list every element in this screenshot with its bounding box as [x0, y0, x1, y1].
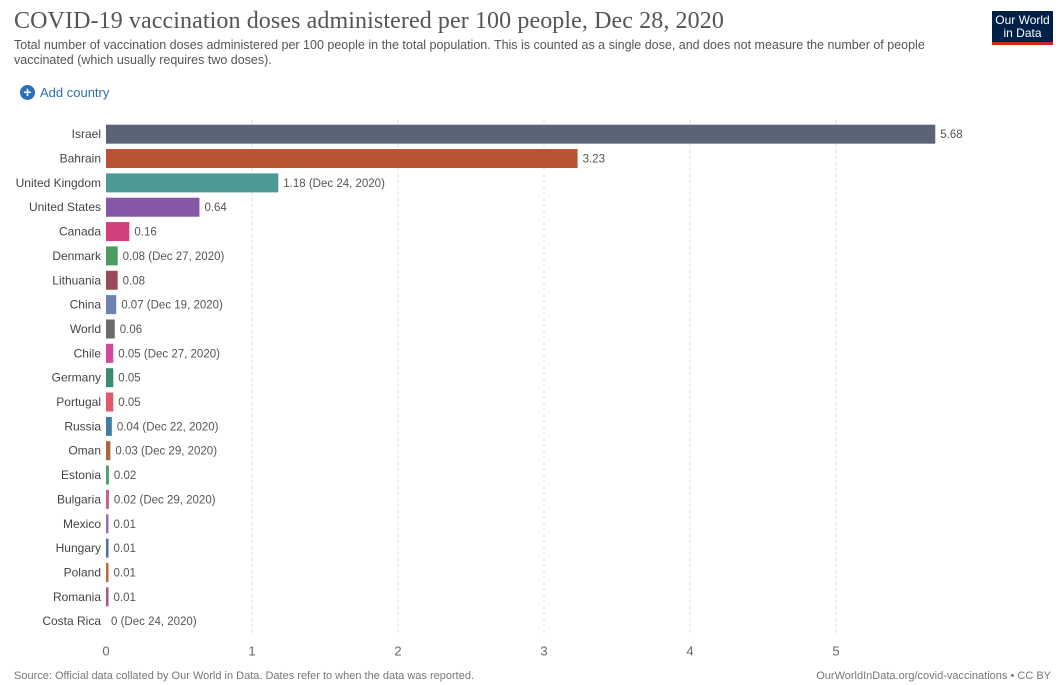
- value-label: 0.01: [114, 519, 136, 531]
- category-label: United Kingdom: [16, 176, 101, 190]
- category-label: Hungary: [56, 541, 101, 555]
- category-label: China: [70, 298, 102, 312]
- x-tick-label: 0: [102, 643, 109, 658]
- bar: [106, 319, 115, 339]
- add-country-label: Add country: [40, 85, 110, 100]
- category-label: Costa Rica: [42, 614, 101, 628]
- category-label: Mexico: [63, 517, 101, 531]
- category-label: Romania: [53, 590, 101, 604]
- bar: [106, 514, 109, 534]
- chart-title: COVID-19 vaccination doses administered …: [14, 8, 724, 34]
- bar: [106, 392, 114, 412]
- x-tick-label: 2: [394, 643, 401, 658]
- value-label: 0.05: [118, 373, 140, 385]
- bar: [106, 416, 112, 436]
- add-country-button[interactable]: + Add country: [20, 85, 109, 100]
- value-label: 0.02 (Dec 29, 2020): [114, 494, 216, 506]
- bar: [106, 538, 109, 558]
- value-label: 0.03 (Dec 29, 2020): [115, 446, 217, 458]
- category-label: Estonia: [61, 468, 101, 482]
- x-tick-label: 3: [540, 643, 547, 658]
- bar: [106, 465, 109, 485]
- value-label: 0.06: [120, 324, 142, 336]
- category-label: United States: [29, 200, 101, 214]
- category-label: Lithuania: [52, 273, 101, 287]
- value-label: 0.05: [118, 397, 140, 409]
- bar: [106, 222, 130, 242]
- bar: [106, 562, 109, 582]
- category-label: Germany: [52, 371, 101, 385]
- bar: [106, 173, 279, 193]
- bar: [106, 197, 200, 217]
- category-label: Bahrain: [60, 152, 101, 166]
- bar-chart: 0 1 2 3 4 5 Israel 5.68 Bahrain 3.23 United Kingdo…: [16, 120, 963, 658]
- bar: [106, 489, 109, 509]
- value-label: 0.08 (Dec 27, 2020): [123, 251, 225, 263]
- value-label: 0.16: [134, 227, 156, 239]
- value-label: 0.08: [123, 275, 145, 287]
- source-note: Source: Official data collated by Our Wo…: [14, 670, 474, 682]
- category-label: Bulgaria: [57, 492, 101, 506]
- value-label: 5.68: [940, 129, 962, 141]
- bar: [106, 246, 118, 266]
- x-tick-label: 4: [686, 643, 693, 658]
- logo-line-1: Our World: [995, 13, 1050, 27]
- bar: [106, 124, 936, 144]
- owid-logo[interactable]: Our World in Data: [992, 11, 1053, 45]
- bar: [106, 270, 118, 290]
- category-label: Portugal: [56, 395, 101, 409]
- category-label: Oman: [68, 444, 101, 458]
- chart-subtitle: Total number of vaccination doses admini…: [14, 38, 925, 67]
- value-label: 0.01: [114, 543, 136, 555]
- value-label: 0.64: [204, 202, 227, 214]
- value-label: 0.05 (Dec 27, 2020): [118, 348, 220, 360]
- bar: [106, 587, 109, 607]
- category-label: Chile: [74, 346, 102, 360]
- logo-line-2: in Data: [1003, 26, 1042, 40]
- value-label: 0.04 (Dec 22, 2020): [117, 421, 219, 433]
- category-label: Canada: [59, 225, 101, 239]
- value-label: 0.01: [114, 592, 136, 604]
- category-label: Poland: [64, 565, 101, 579]
- value-label: 0 (Dec 24, 2020): [111, 616, 197, 628]
- source-link[interactable]: OurWorldInData.org/covid-vaccinations • …: [816, 670, 1051, 682]
- bar: [106, 368, 114, 388]
- plus-circle-icon: +: [20, 85, 35, 100]
- category-label: World: [70, 322, 101, 336]
- x-tick-label: 1: [248, 643, 255, 658]
- category-label: Russia: [64, 419, 101, 433]
- x-tick-label: 5: [832, 643, 839, 658]
- bar: [106, 295, 117, 315]
- value-label: 0.02: [114, 470, 136, 482]
- category-label: Denmark: [52, 249, 102, 263]
- value-label: 1.18 (Dec 24, 2020): [283, 178, 385, 190]
- bar: [106, 149, 578, 169]
- value-label: 0.01: [114, 567, 136, 579]
- bar: [106, 343, 114, 363]
- value-label: 3.23: [583, 154, 605, 166]
- category-label: Israel: [72, 127, 101, 141]
- bar: [106, 441, 111, 461]
- value-label: 0.07 (Dec 19, 2020): [121, 300, 223, 312]
